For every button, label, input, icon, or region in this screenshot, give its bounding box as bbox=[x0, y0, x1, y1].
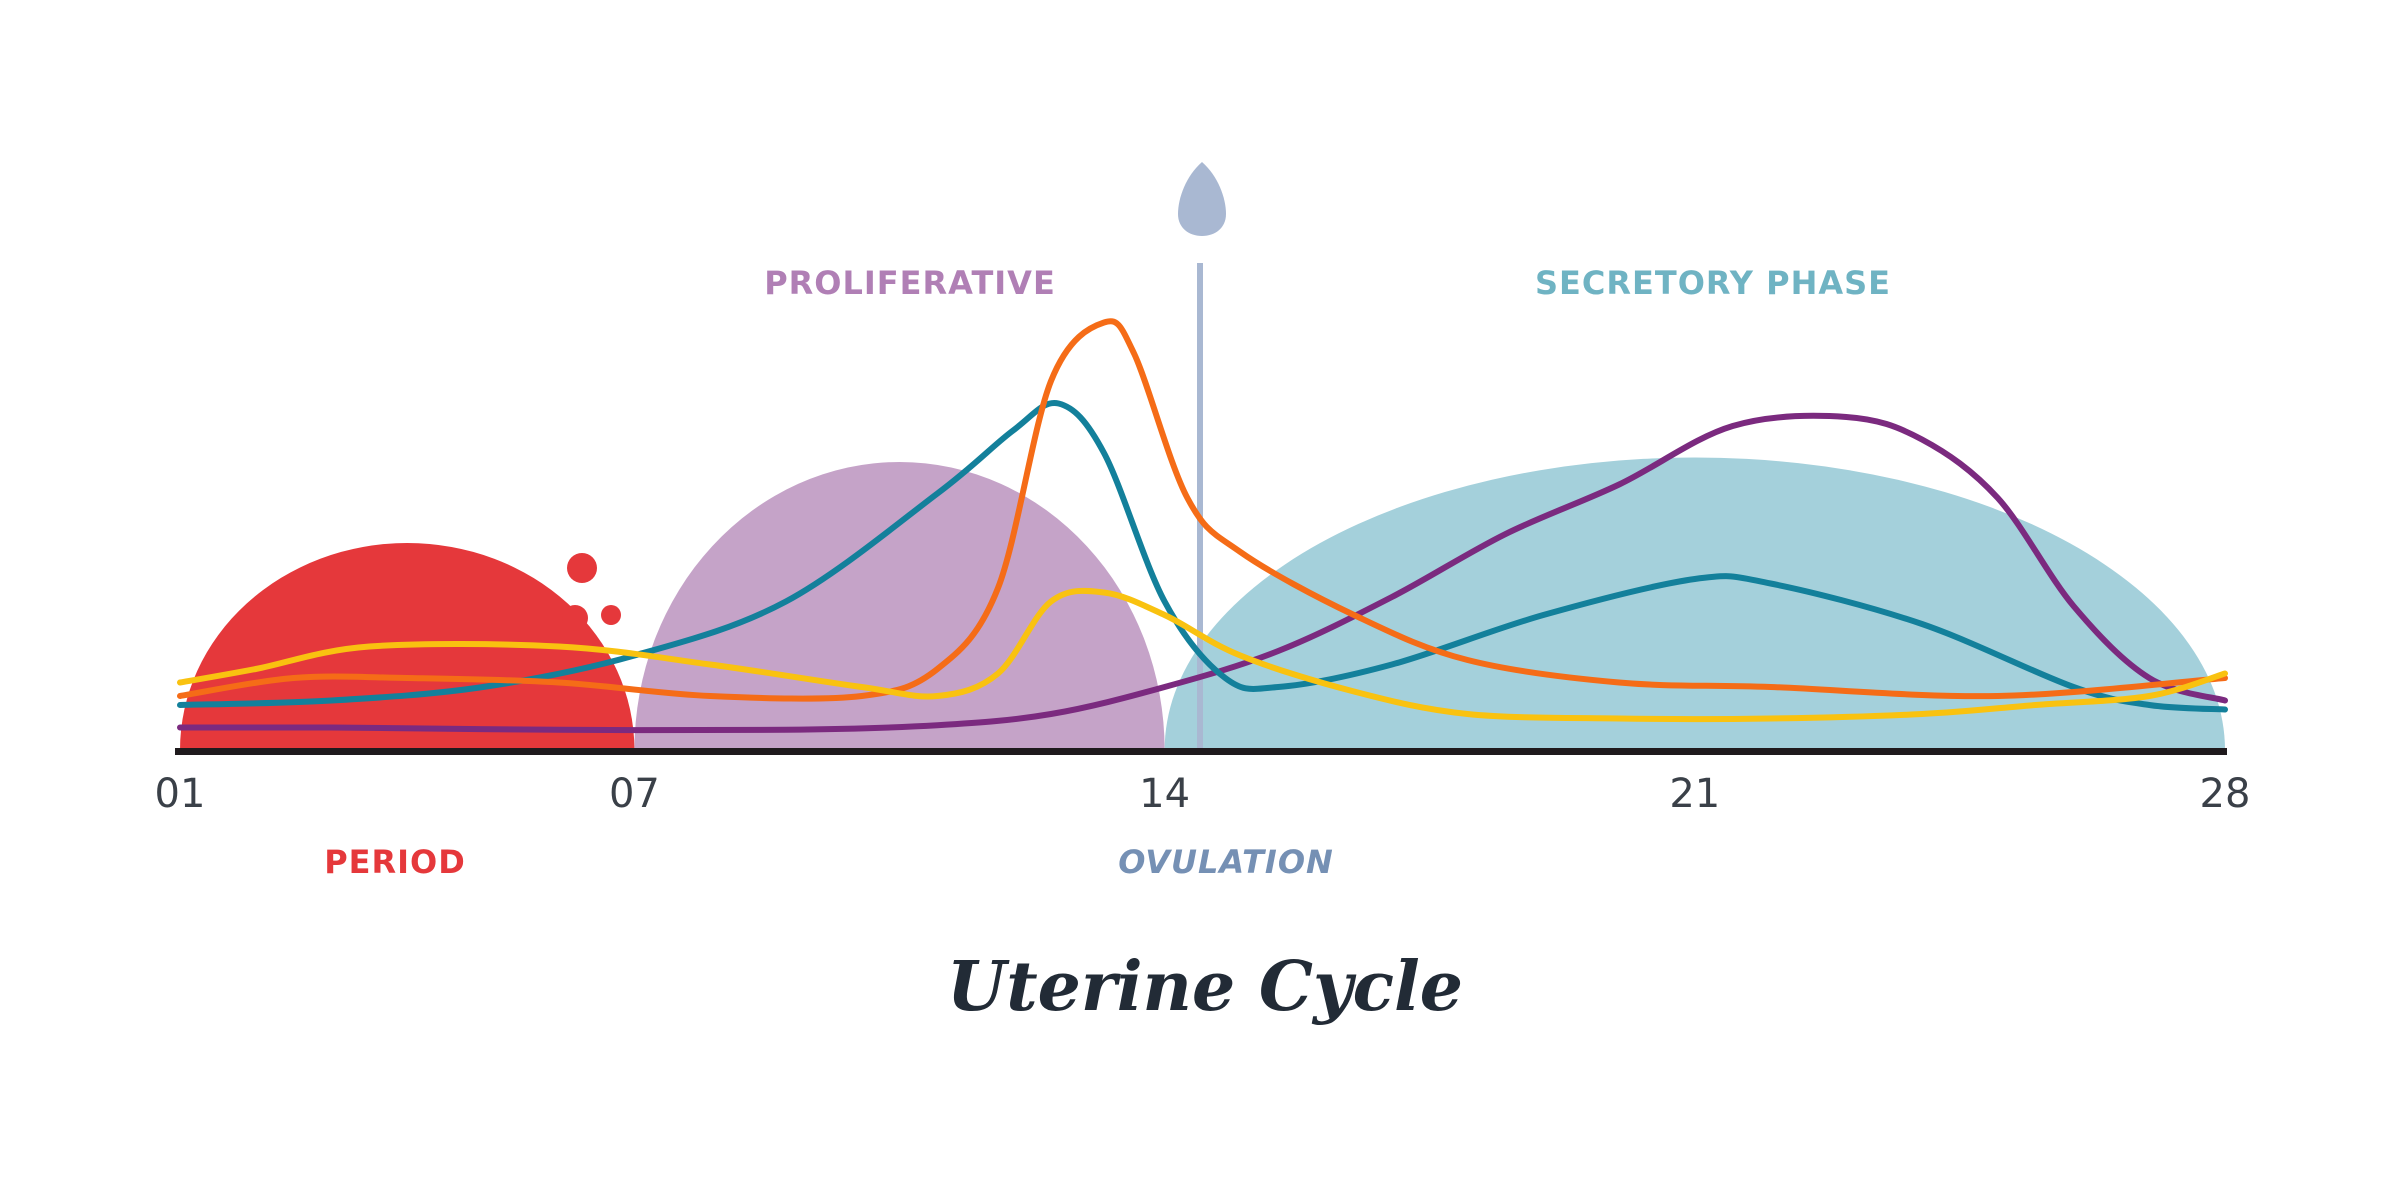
period-label: PERIOD bbox=[324, 843, 466, 881]
orange-hormone-line bbox=[177, 318, 2228, 702]
x-tick-label: 01 bbox=[155, 771, 206, 817]
purple-hormone-line bbox=[177, 412, 2228, 734]
period-drops-icon bbox=[562, 553, 621, 631]
chart-title: Uterine Cycle bbox=[947, 947, 1463, 1027]
period-drop-dot bbox=[567, 553, 597, 583]
secretory-area bbox=[1164, 457, 2225, 750]
ovulation-marker bbox=[1178, 162, 1226, 749]
x-tick-label: 14 bbox=[1139, 771, 1190, 817]
teal-hormone-line bbox=[177, 399, 2228, 713]
proliferative-area bbox=[634, 462, 1165, 750]
yellow-hormone-line bbox=[177, 587, 2228, 723]
period-drop-dot bbox=[601, 605, 621, 625]
period-drop-dot bbox=[562, 605, 588, 631]
x-axis-line bbox=[175, 748, 2227, 755]
egg-icon bbox=[1178, 162, 1226, 236]
proliferative-label: PROLIFERATIVE bbox=[764, 264, 1056, 302]
ovulation-line bbox=[1197, 263, 1203, 749]
ovulation-label: OVULATION bbox=[1118, 843, 1334, 881]
hormone-lines bbox=[177, 318, 2228, 734]
x-axis-ticks: 01 07 14 21 28 bbox=[155, 771, 2251, 817]
x-tick-label: 21 bbox=[1669, 771, 1720, 817]
phase-areas bbox=[180, 457, 2225, 750]
secretory-phase-label: SECRETORY PHASE bbox=[1535, 264, 1891, 302]
x-tick-label: 07 bbox=[609, 771, 660, 817]
x-tick-label: 28 bbox=[2200, 771, 2251, 817]
